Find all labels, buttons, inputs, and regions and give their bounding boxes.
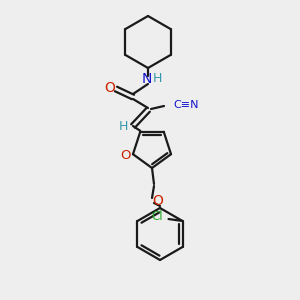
Text: O: O (121, 149, 131, 162)
Text: C≡N: C≡N (173, 100, 199, 110)
Text: O: O (105, 81, 116, 95)
Text: H: H (152, 73, 162, 85)
Text: N: N (142, 72, 152, 86)
Text: H: H (118, 121, 128, 134)
Text: Cl: Cl (152, 211, 163, 224)
Text: O: O (153, 194, 164, 208)
